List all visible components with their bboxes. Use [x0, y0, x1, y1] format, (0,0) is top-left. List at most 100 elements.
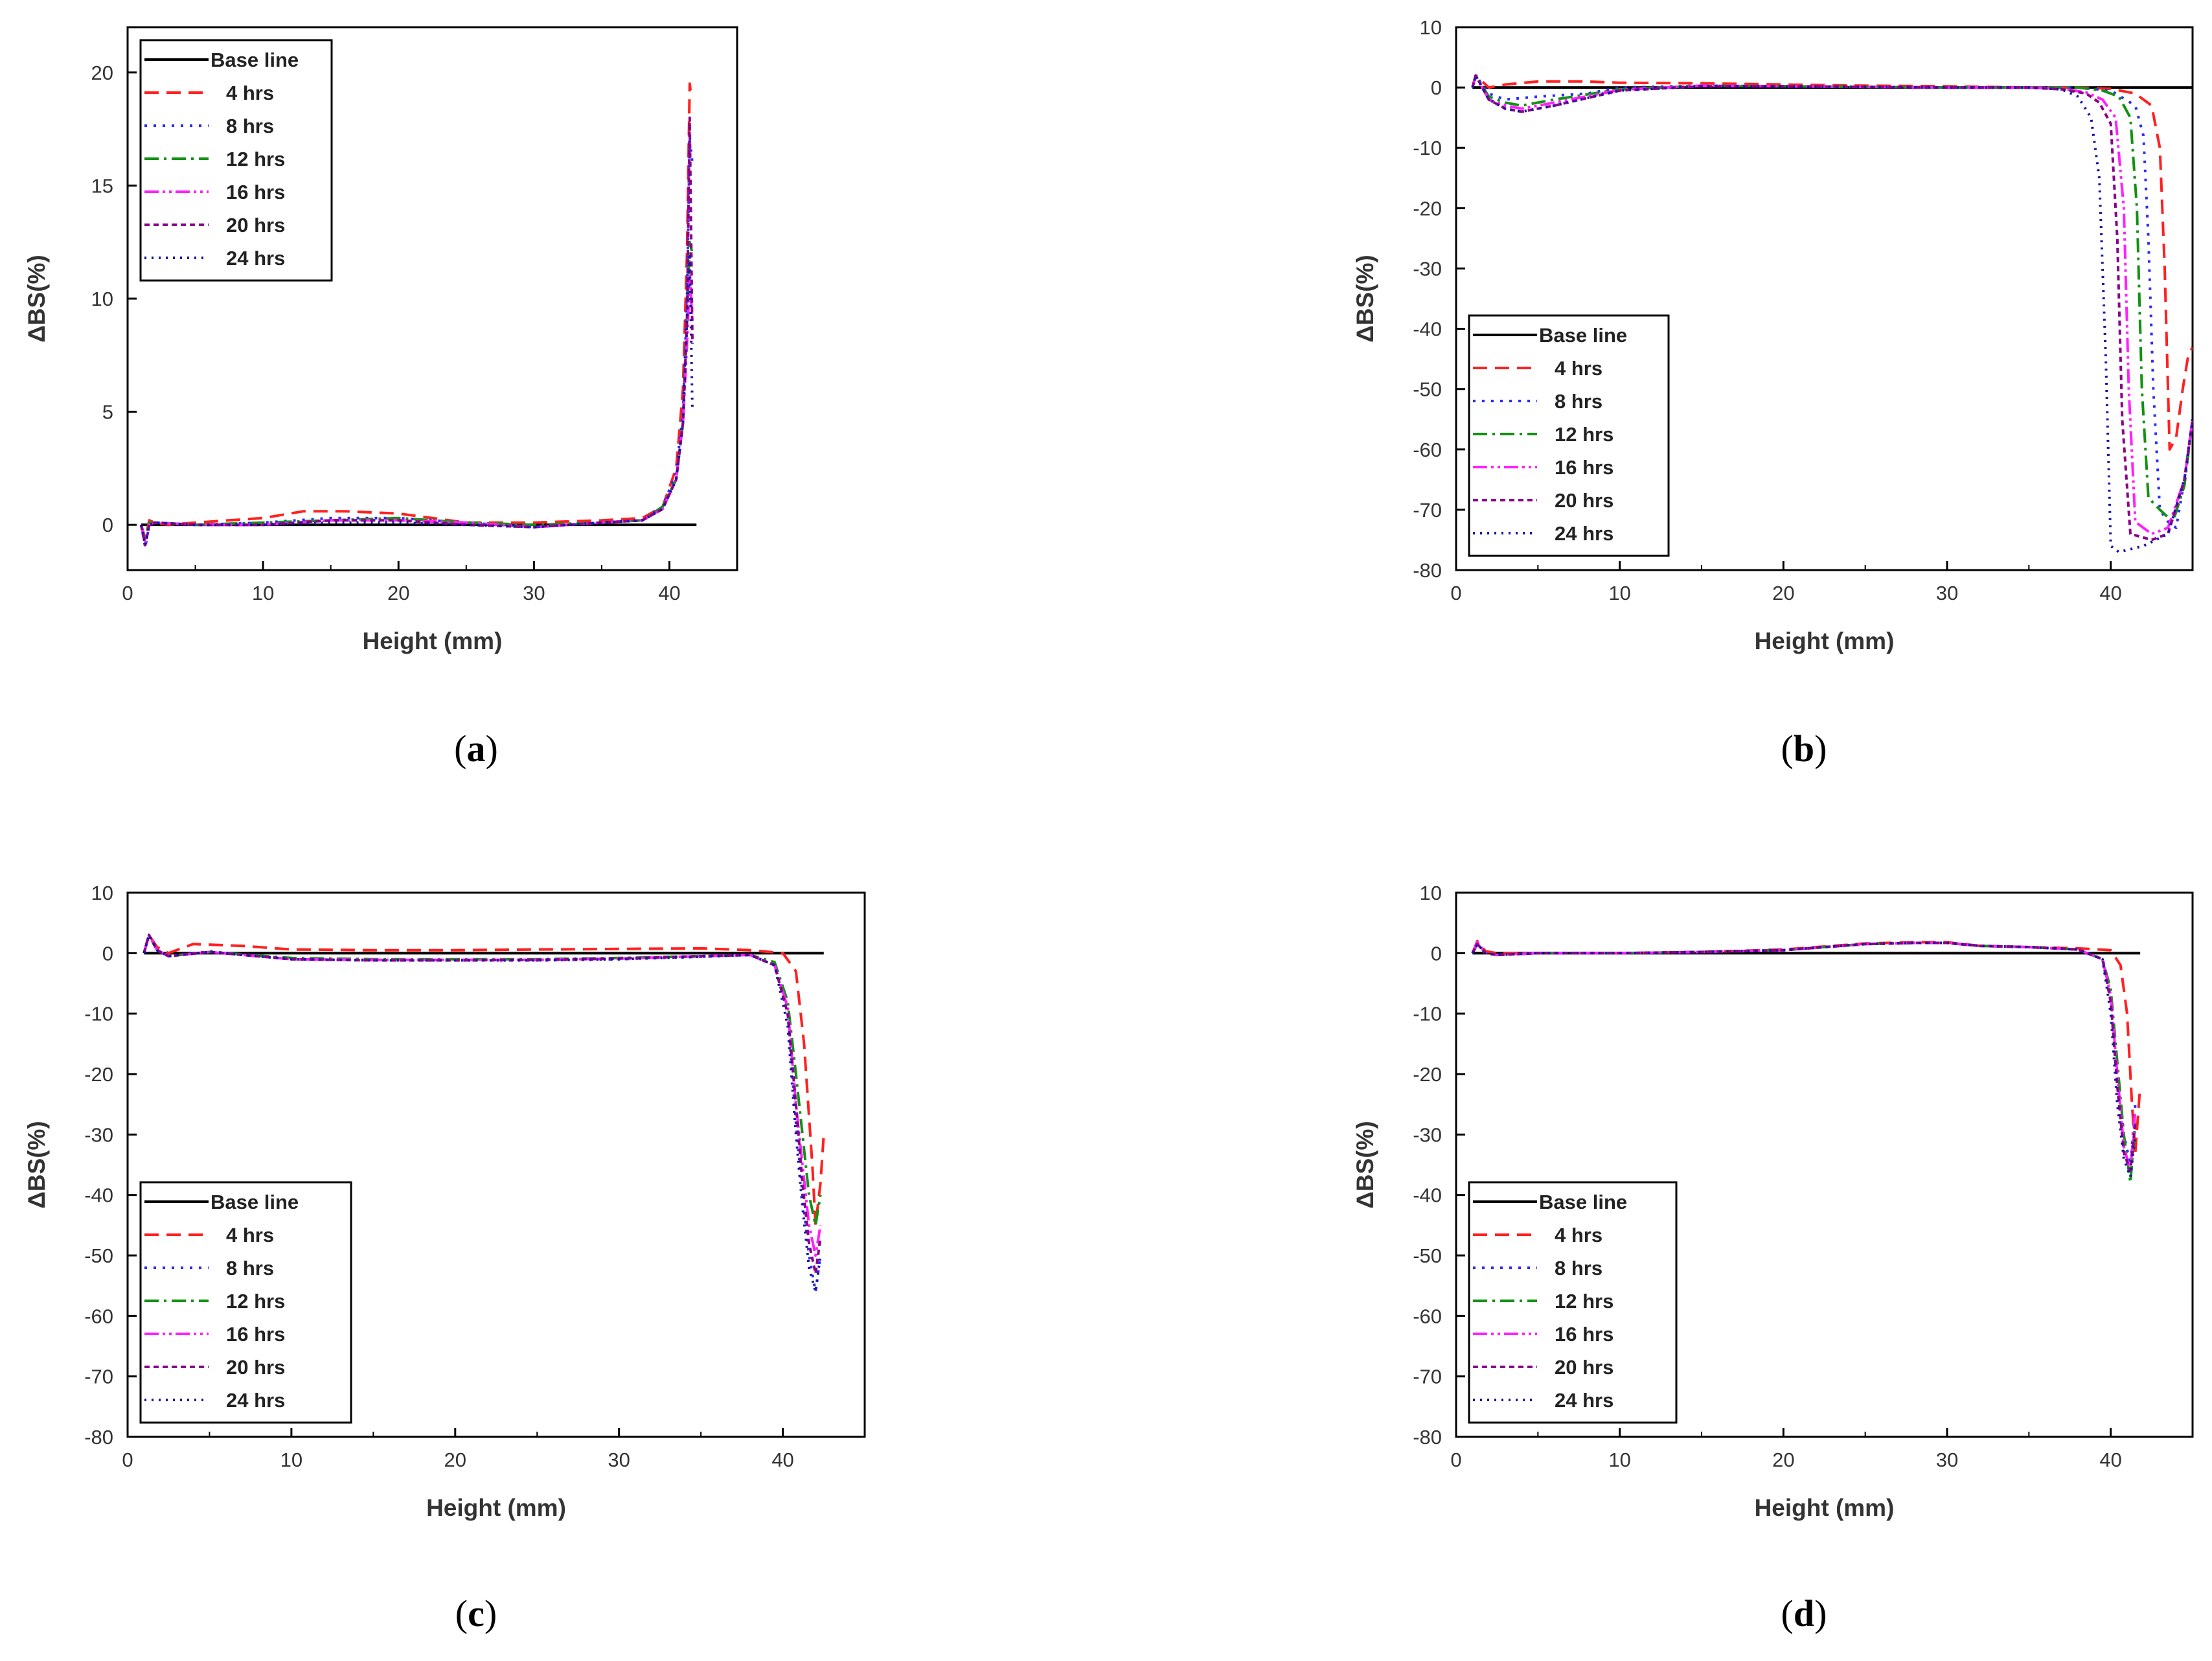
x-tick-label: 20 [1772, 1449, 1794, 1471]
legend-entry-label: 24 hrs [1555, 1389, 1613, 1412]
legend-c: Base line 4 hrs 8 hrs 12 hrs 16 hrs 20 hrs 24 … [139, 1181, 352, 1424]
legend-entry-label: Base line [211, 1191, 299, 1213]
data-layer [139, 82, 697, 549]
series-line-12-hrs [1471, 941, 2137, 1184]
legend-entry-label: 8 hrs [226, 115, 274, 137]
y-tick-label: 10 [1420, 882, 1442, 904]
plot-frame-c [126, 891, 866, 1438]
legend-entry-label: 16 hrs [226, 181, 285, 203]
legend-entry-label: 12 hrs [226, 148, 285, 170]
series-line-4-hrs [1471, 74, 2193, 451]
y-tick-label: 10 [1420, 16, 1442, 39]
chart-panel-b: 0 10 20 30 40 10 0 -10 -20 -30 -40 -50 -60 -70 -80 Heig… [1352, 16, 2194, 654]
y-tick-label: -70 [1413, 1366, 1442, 1388]
panel-label-c: (c) [455, 1592, 497, 1634]
y-tick-label: -10 [1413, 1003, 1442, 1025]
plot-frame-d [1455, 891, 2194, 1438]
data-layer [1471, 74, 2193, 554]
y-tick-label: 0 [1431, 942, 1442, 965]
legend-entry-label: 20 hrs [226, 1356, 285, 1379]
x-tick-label: 0 [122, 582, 133, 604]
y-tick-label: 0 [102, 514, 113, 536]
series-line-24-hrs [1471, 74, 2193, 554]
plot-frame-b [1455, 26, 2194, 571]
series-line-20-hrs [1471, 941, 2137, 1173]
x-axis-label: Height (mm) [1755, 628, 1895, 654]
x-tick-label: 20 [387, 582, 409, 604]
data-layer [1471, 939, 2142, 1184]
x-tick-label: 30 [523, 582, 545, 604]
x-tick-label: 40 [771, 1449, 793, 1471]
legend-entry-label: 12 hrs [226, 1290, 285, 1312]
series-line-12-hrs [1471, 74, 2193, 523]
y-tick-label: 20 [91, 62, 113, 84]
y-tick-label: 5 [102, 401, 113, 424]
series-line-24-hrs [139, 252, 694, 547]
y-tick-label: -80 [1413, 1426, 1442, 1449]
y-tick-label: -40 [84, 1184, 113, 1207]
legend-entry-label: 4 hrs [1555, 1224, 1602, 1246]
y-tick-label: -80 [1413, 559, 1442, 582]
legend-entry-label: Base line [1539, 324, 1627, 347]
x-tick-label: 10 [252, 582, 274, 604]
legend-entry-label: 20 hrs [226, 214, 285, 236]
x-axis-label: Height (mm) [1755, 1495, 1895, 1521]
legend-entry-label: Base line [1539, 1191, 1627, 1213]
legend-entry-label: 16 hrs [1555, 1323, 1613, 1346]
y-tick-label: -60 [84, 1305, 113, 1327]
y-tick-label: -60 [1413, 1305, 1442, 1327]
legend-box [139, 1181, 352, 1424]
legend-b: Base line 4 hrs 8 hrs 12 hrs 16 hrs 20 hrs 24 … [1468, 314, 1670, 557]
y-tick-label: -50 [1413, 1244, 1442, 1267]
legend-entry-label: 20 hrs [1555, 489, 1613, 512]
chart-panel-a: 0 10 20 30 40 0 5 10 15 20 Height (mm) ΔBS(%) Base l… [23, 26, 738, 654]
legend-entry-label: 16 hrs [226, 1323, 285, 1346]
y-tick-label: -60 [1413, 439, 1442, 461]
x-axis-label: Height (mm) [426, 1495, 566, 1521]
y-tick-label: -20 [1413, 197, 1442, 220]
y-axis-label: ΔBS(%) [23, 255, 50, 343]
chart-panel-c: 0 10 20 30 40 10 0 -10 -20 -30 -40 -50 -60 -70 -80 Heig… [23, 882, 866, 1521]
y-tick-label: -30 [84, 1123, 113, 1146]
series-line-16-hrs [139, 275, 694, 545]
x-tick-label: 20 [1772, 582, 1794, 604]
x-tick-label: 10 [280, 1449, 302, 1471]
x-tick-label: 40 [2099, 1449, 2121, 1471]
y-axis-label: ΔBS(%) [1352, 1121, 1378, 1209]
x-tick-label: 20 [444, 1449, 466, 1471]
legend-entry-label: 16 hrs [1555, 456, 1613, 479]
legend-entry-label: 4 hrs [1555, 357, 1602, 380]
legend-a: Base line 4 hrs 8 hrs 12 hrs 16 hrs 20 hrs 24 … [139, 39, 333, 282]
x-axis-label: Height (mm) [363, 628, 503, 654]
x-tick-label: 0 [1450, 582, 1461, 604]
y-axis-label: ΔBS(%) [23, 1121, 50, 1209]
x-tick-label: 10 [1608, 582, 1630, 604]
series-line-4-hrs [139, 82, 692, 540]
x-tick-label: 30 [608, 1449, 630, 1471]
y-tick-label: 10 [91, 882, 113, 904]
legend-entry-label: 4 hrs [226, 82, 274, 104]
legend-entry-label: 20 hrs [1555, 1356, 1613, 1379]
x-tick-label: 40 [658, 582, 680, 604]
y-tick-label: -80 [84, 1426, 113, 1449]
series-line-24-hrs [1471, 941, 2137, 1178]
y-tick-label: -20 [84, 1063, 113, 1086]
legend-entry-label: Base line [211, 49, 299, 71]
series-line-4-hrs [1471, 939, 2142, 1154]
legend-entry-label: 24 hrs [226, 247, 285, 269]
series-line-16-hrs [1471, 941, 2137, 1173]
x-tick-label: 30 [1936, 582, 1958, 604]
y-tick-label: -50 [84, 1244, 113, 1267]
series-line-12-hrs [139, 240, 694, 542]
legend-entry-label: 24 hrs [226, 1389, 285, 1412]
y-tick-label: 15 [91, 174, 113, 197]
series-line-24-hrs [143, 934, 822, 1293]
panel-label-d: (d) [1781, 1592, 1827, 1634]
legend-entry-label: 8 hrs [226, 1257, 274, 1279]
y-tick-label: 10 [91, 288, 113, 310]
y-tick-label: -10 [84, 1003, 113, 1025]
y-tick-label: 0 [102, 942, 113, 965]
series-line-8-hrs [1471, 941, 2137, 1166]
y-tick-label: -20 [1413, 1063, 1442, 1086]
